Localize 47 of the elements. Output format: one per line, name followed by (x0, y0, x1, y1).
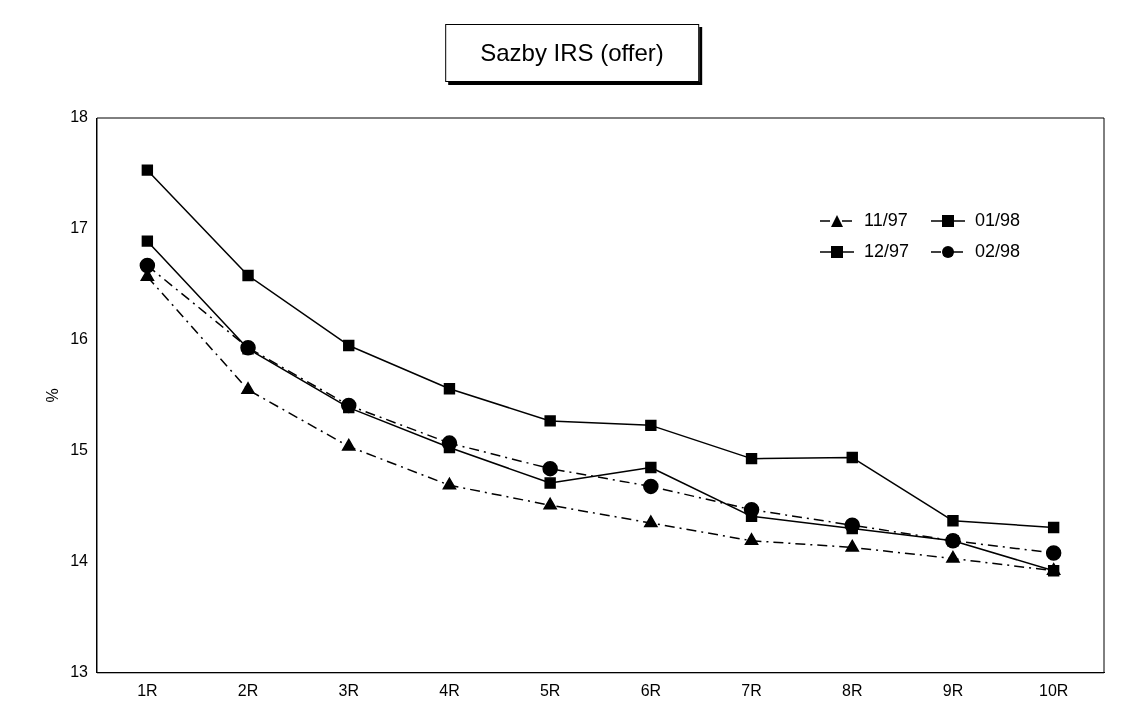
point (947, 515, 959, 527)
x-tick-label: 9R (942, 681, 964, 699)
point (744, 533, 759, 546)
point (645, 419, 657, 432)
legend-label: 02/98 (975, 241, 1021, 262)
point (1047, 521, 1060, 534)
point (643, 478, 659, 495)
legend-label: 11/97 (864, 210, 908, 231)
point (141, 164, 154, 176)
y-tick-label: 16 (70, 330, 89, 348)
point (645, 461, 657, 474)
chart-title: Sazby IRS (offer) (445, 24, 699, 82)
y-tick-label: 14 (70, 552, 89, 570)
point (442, 477, 457, 490)
x-tick-label: 6R (640, 681, 662, 699)
point (1045, 545, 1062, 561)
legend-label: 12/97 (864, 241, 910, 262)
y-axis-title: % (44, 388, 62, 403)
y-tick-label: 13 (70, 663, 89, 681)
point (846, 451, 858, 464)
x-tick-label: 4R (439, 681, 460, 699)
y-tick-label: 18 (70, 108, 89, 126)
point (343, 339, 355, 352)
x-tick-label: 3R (338, 681, 359, 699)
point (542, 460, 558, 477)
point (745, 452, 758, 465)
y-tick-label: 15 (70, 441, 89, 459)
x-tick-label: 7R (741, 681, 762, 699)
point (443, 383, 456, 395)
x-tick-label: 8R (842, 681, 863, 699)
point (141, 235, 154, 247)
y-tick-label: 17 (70, 219, 89, 237)
legend-label: 01/98 (975, 210, 1021, 231)
x-tick-label: 1R (137, 681, 158, 699)
x-tick-label: 10R (1038, 681, 1069, 699)
point (543, 497, 557, 510)
point (241, 382, 255, 395)
x-tick-label: 5R (539, 681, 561, 699)
x-tick-label: 2R (237, 681, 259, 699)
point (341, 438, 356, 451)
point (242, 269, 254, 282)
point (139, 257, 156, 274)
point (644, 515, 658, 528)
point (544, 415, 556, 427)
point (544, 477, 556, 489)
point (845, 539, 860, 552)
point (946, 550, 960, 563)
